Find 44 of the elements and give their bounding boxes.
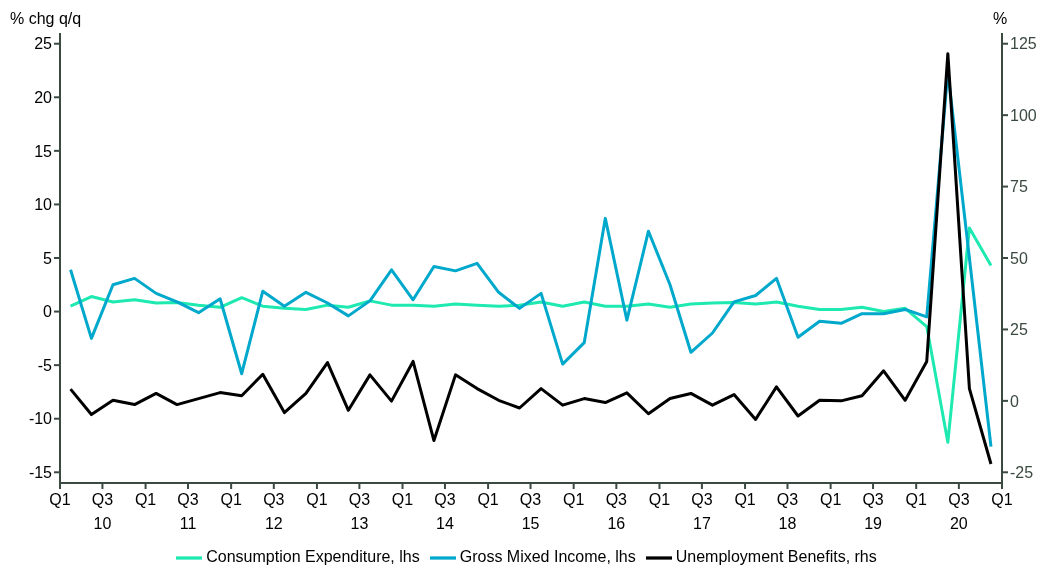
y2-tick-label: 100 bbox=[1010, 106, 1037, 124]
x-tick-label: Q1 bbox=[734, 491, 756, 508]
x-tick-label: Q1 bbox=[220, 491, 242, 508]
x-tick-label: Q1 bbox=[391, 491, 414, 508]
y2-tick-label: -25 bbox=[1010, 463, 1034, 481]
y-tick-label: -15 bbox=[28, 463, 53, 481]
x-tick-label: Q1 bbox=[306, 491, 328, 508]
x-tick-label: Q1 bbox=[563, 491, 585, 508]
y-tick-label: 0 bbox=[43, 303, 53, 321]
y2-tick-label: 75 bbox=[1010, 178, 1028, 196]
legend-label: Unemployment Benefits, rhs bbox=[675, 548, 877, 566]
y-axis-title: % chg q/q bbox=[10, 10, 82, 28]
x-tick-label: Q1 bbox=[991, 491, 1013, 508]
x-tick-label: Q3 18 bbox=[776, 491, 799, 532]
legend-label: Gross Mixed Income, lhs bbox=[459, 548, 636, 566]
y2-tick-label: 125 bbox=[1010, 35, 1037, 53]
x-tick-label: Q3 14 bbox=[434, 491, 456, 532]
y-tick-label: -10 bbox=[28, 410, 53, 428]
x-tick-label: Q3 16 bbox=[605, 491, 628, 532]
x-tick-label: Q1 bbox=[477, 491, 499, 508]
legend-label: Consumption Expenditure, lhs bbox=[206, 548, 420, 566]
y2-tick-label: 50 bbox=[1010, 249, 1028, 267]
y2-tick-label: 25 bbox=[1010, 321, 1028, 339]
x-tick-label: Q1 bbox=[819, 491, 842, 508]
x-tick-label: Q1 bbox=[905, 491, 927, 508]
y-tick-label: 15 bbox=[34, 142, 53, 160]
x-tick-label: Q1 bbox=[49, 491, 71, 508]
y-tick-label: 25 bbox=[34, 35, 53, 53]
x-tick-label: Q3 17 bbox=[691, 491, 713, 532]
x-tick-label: Q1 bbox=[134, 491, 157, 508]
x-tick-label: Q3 20 bbox=[948, 491, 970, 532]
y2-tick-label: 0 bbox=[1010, 392, 1019, 410]
y-tick-label: 5 bbox=[43, 249, 53, 267]
y-tick-label: 20 bbox=[34, 88, 53, 106]
x-tick-label: Q3 11 bbox=[177, 491, 199, 532]
x-tick-label: Q3 12 bbox=[263, 491, 285, 532]
y-tick-label: -5 bbox=[37, 356, 53, 374]
x-tick-label: Q3 15 bbox=[519, 491, 542, 532]
y2-axis-title: % bbox=[993, 10, 1008, 28]
x-tick-label: Q3 10 bbox=[91, 491, 114, 532]
x-tick-label: Q1 bbox=[648, 491, 671, 508]
x-tick-label: Q3 13 bbox=[348, 491, 371, 532]
y-tick-label: 10 bbox=[34, 196, 53, 214]
x-tick-label: Q3 19 bbox=[862, 491, 884, 532]
